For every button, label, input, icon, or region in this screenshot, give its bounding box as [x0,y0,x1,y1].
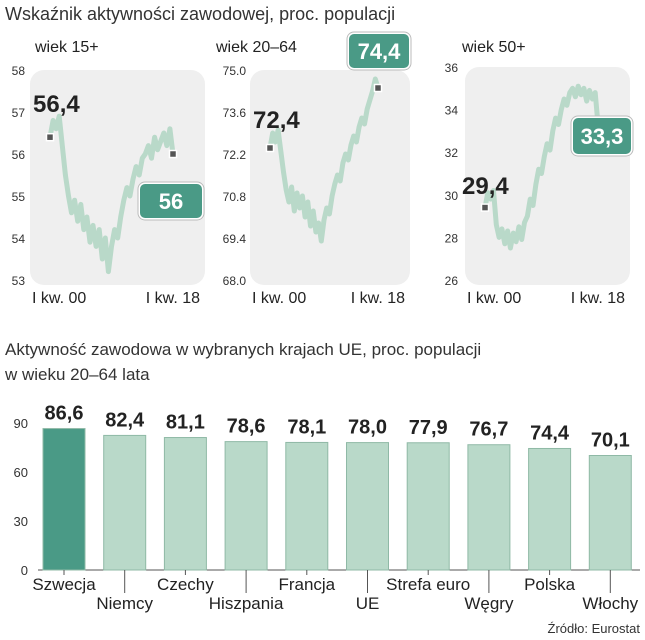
bar-value-label: 78,6 [227,416,266,438]
start-point-marker [480,203,490,212]
y-tick-label: 72.2 [223,148,247,162]
chart-panel-background [250,70,410,285]
infographic-title: Wskaźnik aktywności zawodowej, proc. pop… [5,4,395,24]
category-label: Strefa euro [386,575,470,594]
data-series-line [482,83,601,251]
start-value-label: 29,4 [462,173,509,200]
y-tick-label: 69.4 [223,232,247,246]
start-point-marker [265,143,275,153]
category-label: Szwecja [32,575,96,594]
bar-value-label: 77,9 [409,417,448,439]
chart-title: wiek 15+ [34,39,99,56]
bar-value-label: 78,1 [287,416,326,438]
source-note: Źródło: Eurostat [548,621,641,636]
y-tick-label: 36 [445,61,459,75]
end-point-marker [373,83,383,93]
category-label: Czechy [157,575,214,594]
bar-value-label: 82,4 [105,409,145,431]
category-label: Hiszpania [209,594,284,613]
end-value-badge [349,34,409,68]
bar-9 [528,447,572,571]
bar-3 [163,437,207,571]
y-tick-label: 75.0 [223,64,247,78]
end-value-label: 74,4 [358,39,402,64]
chart-panel-background [30,70,205,285]
bar-value-label: 86,6 [45,403,84,425]
line-chart-1: wiek 15+ 58 57 56 55 54 53 I kw. 00 I kw. 18 56,4… [12,39,205,307]
bar-6 [346,442,389,571]
end-value-badge [573,118,631,154]
y-tick-label: 70.8 [223,190,247,204]
y-tick-label: 26 [445,274,459,288]
x-tick-label-start: I kw. 00 [252,290,306,307]
end-point-marker [168,149,178,159]
y-tick-label: 68.0 [223,274,247,288]
bar-y-tick-label: 60 [14,465,28,480]
y-tick-label: 53 [12,274,26,288]
x-tick-label-start: I kw. 00 [32,290,86,307]
x-tick-label-start: I kw. 00 [467,290,521,307]
bar-8 [467,444,511,571]
data-series-line [267,76,381,244]
category-label: Węgry [464,594,514,613]
category-label: Francja [278,575,335,594]
x-tick-label-end: I kw. 18 [351,290,405,307]
y-tick-label: 55 [12,190,26,204]
y-tick-label: 30 [445,189,459,203]
end-value-label: 56 [159,189,183,214]
bar-4 [224,441,268,571]
data-series-line [47,113,176,275]
bar-5 [285,441,329,571]
bar-value-label: 76,7 [469,419,508,441]
y-tick-label: 58 [12,64,26,78]
category-label: UE [356,594,380,613]
line-chart-2: wiek 20–64 75.0 73.6 72.2 70.8 69.4 68.0 I kw. … [215,31,412,307]
y-tick-label: 56 [12,148,26,162]
category-label: Polska [524,575,576,594]
bar-value-label: 81,1 [166,412,205,434]
bar-7 [406,442,450,571]
end-value-label: 33,3 [581,124,624,149]
y-tick-label: 28 [445,231,459,245]
x-tick-label-end: I kw. 18 [146,290,200,307]
start-value-label: 72,4 [253,107,300,134]
bar-y-tick-label: 90 [14,416,28,431]
bar-value-label: 70,1 [591,430,630,452]
category-label: Włochy [582,594,638,613]
line-charts-group: wiek 15+ 58 57 56 55 54 53 I kw. 00 I kw. 18 56,4… [12,31,634,307]
bar-1 [42,428,86,571]
bar-value-label: 78,0 [348,417,387,439]
y-tick-label: 57 [12,106,26,120]
bar-y-tick-label: 0 [21,563,28,578]
bar-chart-title-line-2: w wieku 20–64 lata [4,365,150,384]
bar-y-tick-label: 30 [14,514,28,529]
y-tick-label: 73.6 [223,106,247,120]
y-tick-label: 34 [445,104,459,118]
category-label: Niemcy [96,594,153,613]
y-tick-label: 32 [445,146,459,160]
bar-chart-group: Aktywność zawodowa w wybranych krajach U… [4,340,640,613]
bar-chart-title-line-1: Aktywność zawodowa w wybranych krajach U… [5,340,481,359]
bar-10 [588,455,632,571]
y-tick-label: 54 [12,232,26,246]
chart-title: wiek 50+ [461,39,526,56]
x-tick-label-end: I kw. 18 [571,290,625,307]
line-chart-3: wiek 50+36 34 32 30 28 26 I kw. 00 I kw. 18 29,4… [445,39,634,307]
bar-value-label: 74,4 [530,422,570,444]
start-point-marker [45,132,55,142]
end-value-badge [140,184,202,218]
bar-2 [103,434,147,571]
start-value-label: 56,4 [33,91,80,118]
chart-title: wiek 20–64 [215,39,297,56]
